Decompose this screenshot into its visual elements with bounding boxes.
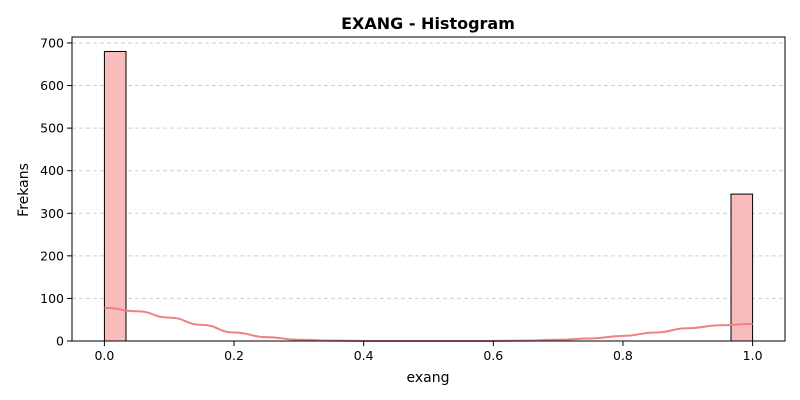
histogram-bar-1	[730, 193, 754, 342]
y-tick-label-7: 700	[40, 35, 64, 50]
histogram-bar-0	[103, 50, 127, 342]
x-axis-label: exang	[407, 370, 450, 386]
y-tick-label-5: 500	[40, 121, 64, 136]
y-tick-label-0: 0	[56, 334, 64, 349]
y-axis-label: Frekans	[16, 163, 32, 217]
x-tick-label-0: 0.0	[94, 348, 114, 363]
y-axis-ticks: 0 100 200 300 400 500 600 700	[40, 35, 72, 349]
y-tick-label-4: 400	[40, 163, 64, 178]
y-tick-label-1: 100	[40, 291, 64, 306]
x-tick-label-1: 0.2	[224, 348, 244, 363]
chart-title: EXANG - Histogram	[341, 14, 515, 33]
plot-frame	[71, 36, 786, 342]
y-tick-label-6: 600	[40, 78, 64, 93]
grid-lines	[72, 42, 785, 299]
x-axis-ticks: 0.0 0.2 0.4 0.6 0.8 1.0	[94, 341, 763, 363]
kde-curve	[104, 306, 753, 343]
histogram-bars	[103, 50, 754, 342]
kde-curve-layer	[104, 306, 753, 343]
x-tick-label-5: 1.0	[743, 348, 763, 363]
x-tick-label-4: 0.8	[613, 348, 633, 363]
x-tick-label-3: 0.6	[483, 348, 503, 363]
x-tick-label-2: 0.4	[354, 348, 374, 363]
y-tick-label-3: 300	[40, 206, 64, 221]
y-tick-label-2: 200	[40, 248, 64, 263]
